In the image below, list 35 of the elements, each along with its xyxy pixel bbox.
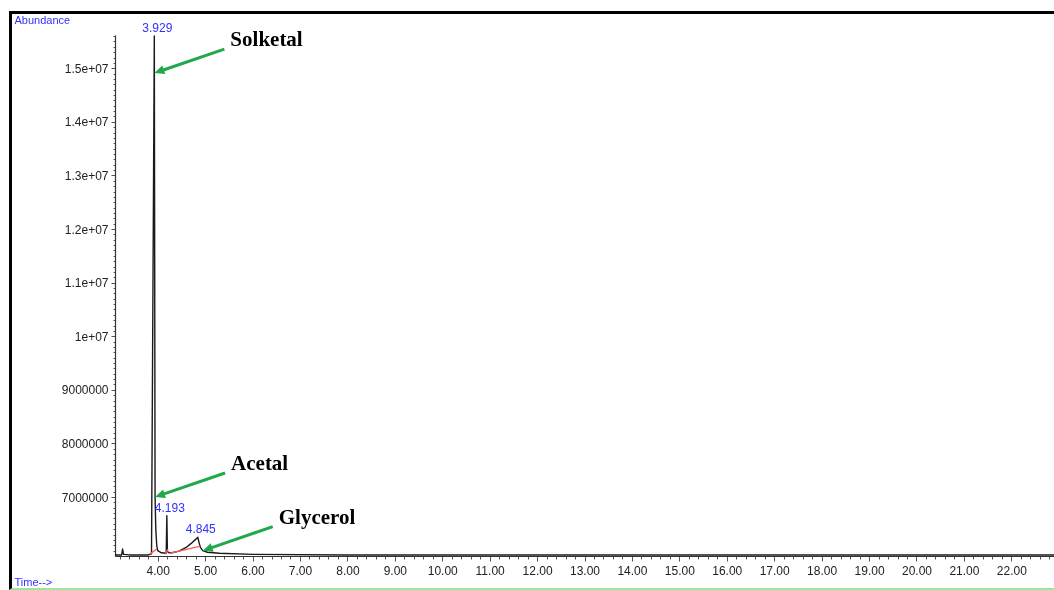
x-tick-label: 8.00 (336, 563, 360, 578)
x-tick-label: 5.00 (193, 563, 218, 578)
y-tick-label: 1.4e+07 (64, 115, 109, 130)
x-tick-label: 16.00 (712, 563, 743, 578)
x-tick-label: 9.00 (383, 563, 408, 578)
x-tick-label: 10.00 (427, 563, 459, 578)
y-tick-label: 1.3e+07 (64, 168, 109, 183)
annotation: Glycerol (278, 504, 356, 529)
x-tick-label: 15.00 (664, 563, 696, 578)
x-tick-label: 14.00 (617, 563, 648, 578)
y-tick-label: 9000000 (61, 383, 109, 398)
y-tick-label: 1.2e+07 (64, 222, 109, 237)
x-tick-label: 19.00 (854, 563, 885, 578)
annotation: 3.929 (142, 21, 173, 36)
x-tick-label: 12.00 (522, 563, 553, 578)
y-tick-label: 7000000 (61, 490, 109, 505)
y-tick-label: 1.1e+07 (64, 276, 109, 291)
x-tick-label: 4.00 (146, 563, 171, 578)
y-tick-label: 1e+07 (74, 329, 109, 344)
x-tick-label: 13.00 (569, 563, 601, 578)
annotation: Acetal (231, 451, 289, 476)
x-tick-label: 21.00 (949, 563, 980, 578)
y-tick-label: 8000000 (61, 436, 109, 451)
annotation: Solketal (230, 27, 303, 52)
x-tick-label: 22.00 (996, 563, 1028, 578)
x-tick-label: 6.00 (241, 563, 266, 578)
x-tick-label: 11.00 (475, 563, 506, 578)
y-axis-title: Abundance (14, 13, 71, 26)
annotation: 4.845 (185, 522, 217, 537)
y-tick-label: 1.5e+07 (64, 61, 109, 76)
x-tick-label: 18.00 (807, 563, 838, 578)
x-tick-label: 20.00 (901, 563, 933, 578)
x-tick-label: 7.00 (288, 563, 313, 578)
x-tick-label: 17.00 (759, 563, 791, 578)
x-axis-title: Time--> (14, 575, 53, 588)
